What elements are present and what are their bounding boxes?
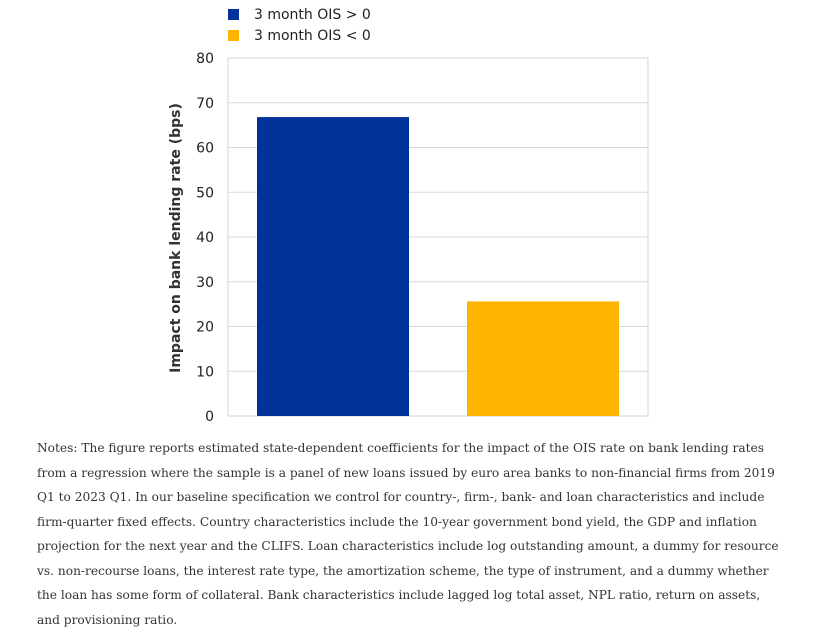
bar-ois-positive <box>257 117 409 416</box>
y-axis-label: Impact on bank lending rate (bps) <box>168 103 184 373</box>
y-tick-label: 20 <box>196 320 214 336</box>
plot-area-frame <box>227 57 649 417</box>
y-tick-label: 60 <box>196 141 214 157</box>
y-tick-label: 50 <box>196 185 214 201</box>
bar-chart: 0 10 20 30 40 50 60 70 80 Impact on bank lending… <box>168 51 649 425</box>
legend-swatch-negative <box>228 30 239 41</box>
y-tick-label: 70 <box>196 96 214 112</box>
figure-notes: Notes: The figure reports estimated stat… <box>37 441 779 627</box>
y-tick-label: 80 <box>196 51 214 67</box>
y-tick-label: 0 <box>205 409 214 425</box>
legend-swatch-positive <box>228 9 239 20</box>
legend-item-negative: 3 month OIS < 0 <box>228 25 371 46</box>
bar-ois-negative <box>467 301 619 416</box>
bars <box>257 117 619 416</box>
legend: 3 month OIS > 0 3 month OIS < 0 <box>228 4 371 46</box>
y-tick-label: 10 <box>196 364 214 380</box>
y-tick-label: 40 <box>196 230 214 246</box>
y-axis-ticks: 0 10 20 30 40 50 60 70 80 <box>196 51 214 425</box>
legend-item-positive: 3 month OIS > 0 <box>228 4 371 25</box>
legend-label-positive: 3 month OIS > 0 <box>254 6 371 23</box>
y-tick-label: 30 <box>196 275 214 291</box>
legend-label-negative: 3 month OIS < 0 <box>254 27 371 44</box>
